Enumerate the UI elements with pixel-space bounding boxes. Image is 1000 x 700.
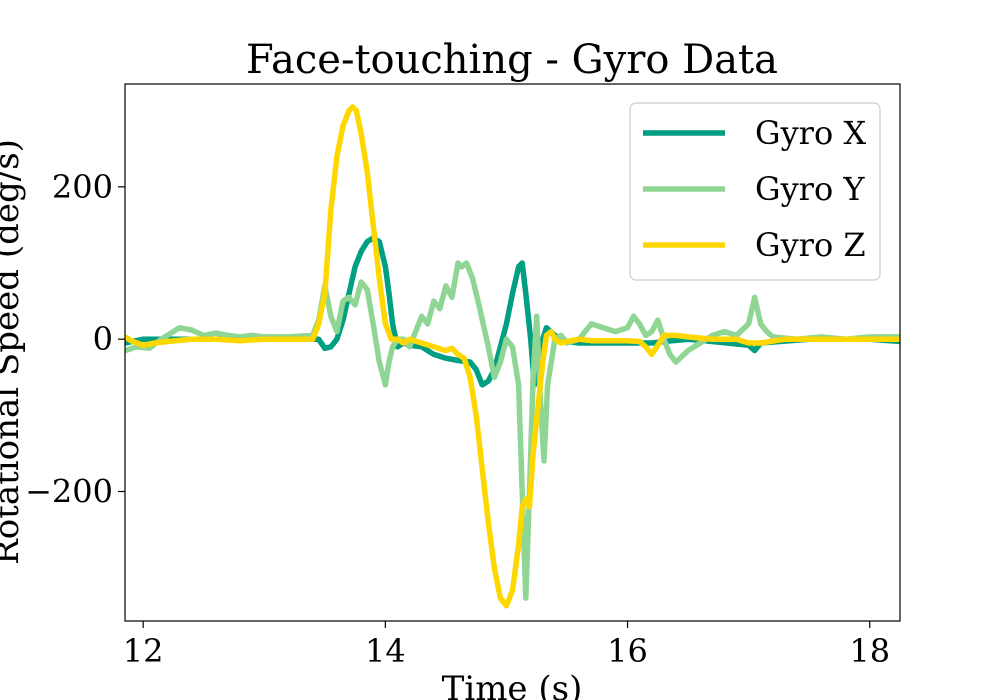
legend-label: Gyro X — [755, 114, 866, 152]
y-tick-label: 0 — [93, 320, 113, 358]
y-axis-label: Rotational Speed (deg/s) — [0, 139, 27, 565]
y-axis: −200 0 200 — [25, 168, 125, 511]
legend-label: Gyro Y — [755, 170, 865, 208]
x-tick-label: 18 — [849, 632, 890, 670]
x-tick-label: 16 — [607, 632, 648, 670]
axes-frame — [124, 83, 901, 622]
x-tick-label: 14 — [365, 632, 406, 670]
y-tick-label: 200 — [52, 168, 113, 206]
plot-area — [125, 104, 900, 609]
series-line-gyro-y — [125, 260, 900, 601]
legend: Gyro X Gyro Y Gyro Z — [629, 102, 881, 281]
chart-title: Face-touching - Gyro Data — [246, 37, 778, 83]
x-axis: 12 14 16 18 — [123, 621, 890, 670]
legend-box — [629, 102, 881, 281]
legend-label: Gyro Z — [755, 226, 866, 264]
series-line-gyro-z — [125, 104, 900, 609]
x-axis-label: Time (s) — [442, 669, 583, 700]
x-tick-label: 12 — [123, 632, 164, 670]
y-tick-label: −200 — [25, 473, 113, 511]
